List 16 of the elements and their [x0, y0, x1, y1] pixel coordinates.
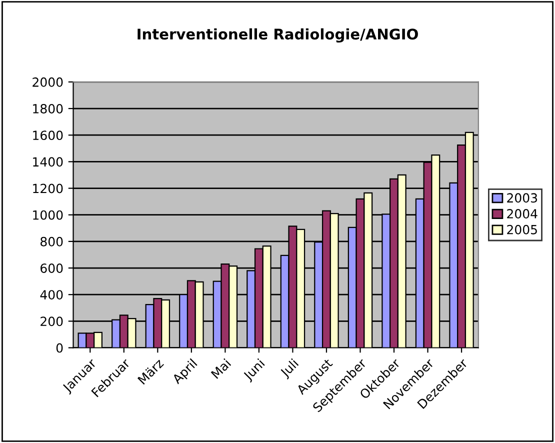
- y-tick-label: 1400: [33, 157, 63, 167]
- y-tick-label: 400: [40, 290, 63, 300]
- y-tick-label: 600: [40, 263, 63, 273]
- legend-label: 2005: [507, 224, 537, 234]
- y-tick-label: 800: [40, 236, 63, 246]
- x-tick-label: Mai: [210, 358, 232, 379]
- legend-label: 2004: [507, 209, 538, 218]
- chart-title: Interventionelle Radiologie/ANGIO: [138, 28, 418, 43]
- y-tick-label: 2000: [32, 77, 63, 87]
- y-tick-label: 1200: [33, 184, 63, 194]
- y-tick-label: 1800: [33, 104, 63, 114]
- legend-label: 2003: [507, 193, 538, 203]
- y-tick-label: 1600: [33, 130, 63, 140]
- y-tick-label: 200: [40, 316, 63, 326]
- y-tick-label: 1000: [33, 210, 63, 220]
- y-tick-label: 0: [56, 343, 63, 353]
